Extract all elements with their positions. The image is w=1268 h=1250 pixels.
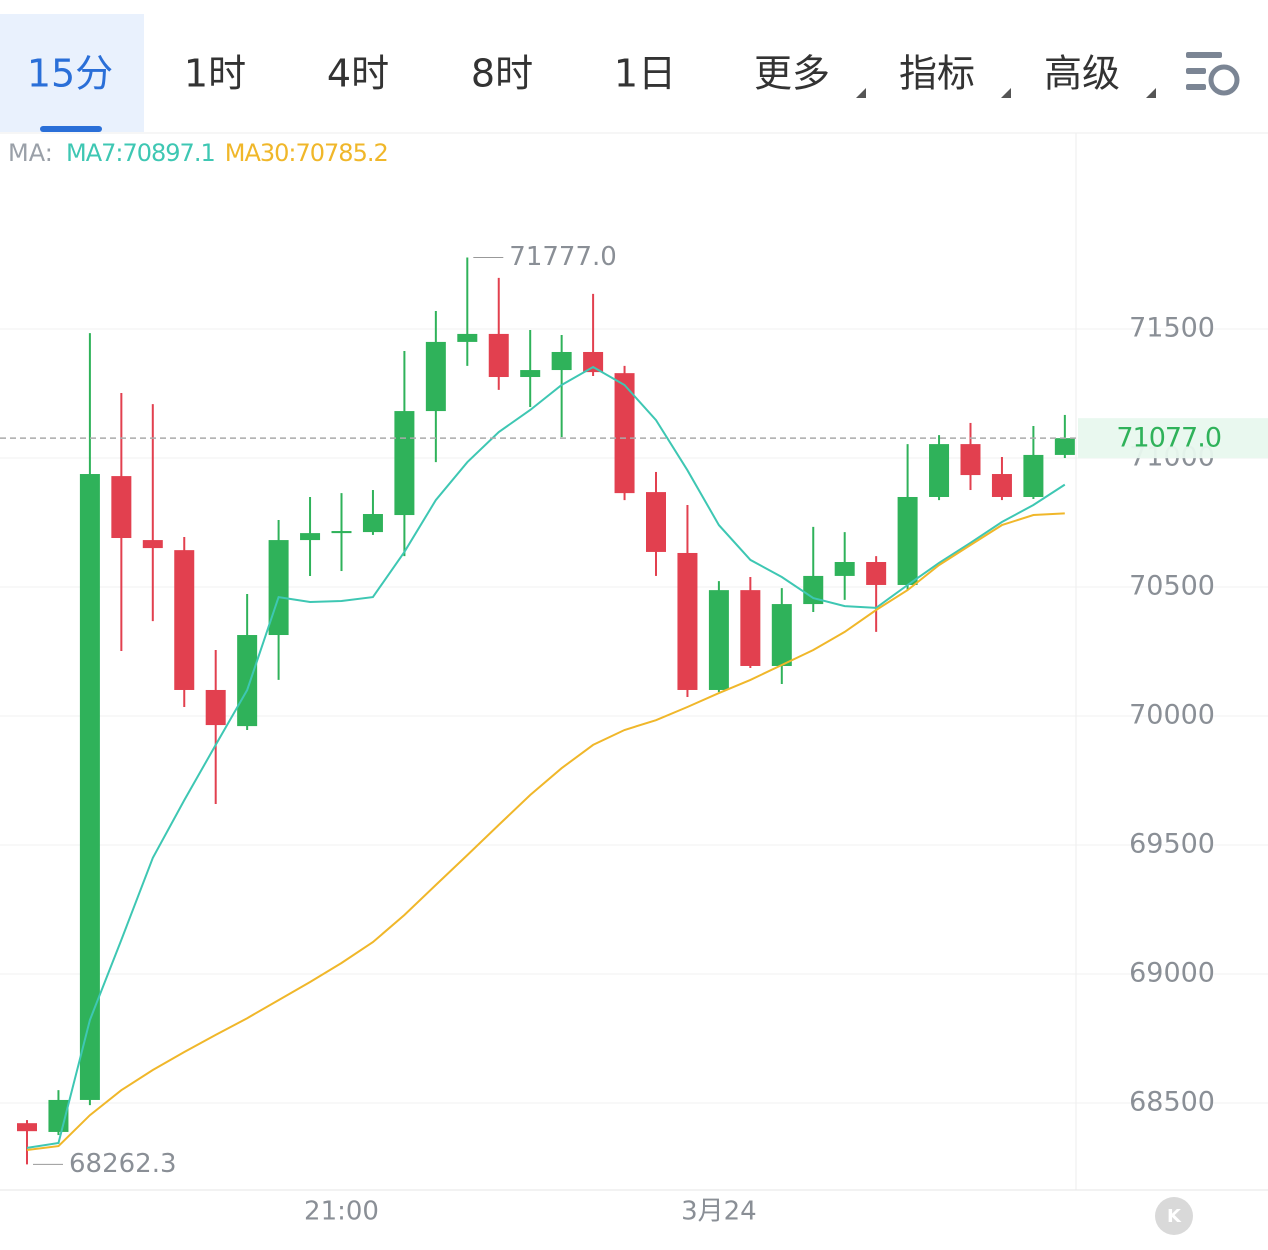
y-tick-label: 68500 — [1129, 1087, 1215, 1118]
ma-line — [26, 512, 1065, 1151]
tab[interactable]: 1日 — [614, 52, 676, 96]
active-tab-indicator — [40, 126, 102, 132]
candle-body — [614, 373, 635, 494]
candle-body — [866, 562, 887, 585]
last-price-bg — [1078, 418, 1268, 459]
y-tick-label: 69500 — [1129, 829, 1215, 860]
candle-body — [394, 411, 415, 516]
tab[interactable]: 4时 — [327, 52, 389, 96]
icon-bar — [1186, 84, 1206, 90]
candle-body — [646, 492, 666, 552]
candle-body — [520, 370, 541, 378]
y-tick-label: 71500 — [1129, 313, 1215, 344]
candle-body — [960, 444, 981, 476]
tab[interactable]: 高级 — [1044, 52, 1120, 96]
candle-body — [834, 562, 855, 576]
candle-body — [300, 533, 321, 541]
candle-body — [362, 514, 383, 533]
candle-body — [740, 590, 761, 666]
candle-body — [583, 351, 604, 373]
candle-body — [929, 444, 950, 497]
candle-body — [897, 496, 918, 585]
tab[interactable]: 15分 — [27, 52, 113, 96]
x-tick-label: 3月24 — [681, 1197, 757, 1227]
dropdown-arrow — [1001, 88, 1011, 98]
candle-body — [205, 689, 226, 726]
candle-body — [174, 550, 195, 690]
candle-body — [551, 351, 572, 371]
candle-body — [425, 341, 446, 412]
candle-body — [17, 1123, 37, 1132]
candle-body — [1023, 454, 1044, 497]
candle-body — [708, 590, 729, 690]
tab[interactable]: 1时 — [184, 52, 246, 96]
tab[interactable]: 指标 — [899, 52, 975, 96]
dropdown-arrow — [1146, 88, 1156, 98]
ma-line — [26, 365, 1066, 1149]
k-button-icon: K — [1167, 1206, 1182, 1227]
legend-prefix: MA: — [8, 139, 53, 167]
legend-entry: MA30:70785.2 — [225, 139, 388, 167]
y-tick-label: 70500 — [1129, 571, 1215, 602]
k-button[interactable] — [1155, 1197, 1193, 1235]
candle-body — [1054, 438, 1075, 455]
icon-gear — [1208, 64, 1240, 96]
icon-bar — [1186, 68, 1206, 74]
candle-body — [237, 635, 258, 727]
icon-bar — [1186, 52, 1222, 58]
candle-body — [488, 333, 509, 378]
candle-body — [457, 333, 478, 342]
max-marker-label: 71777.0 — [509, 242, 617, 272]
candle-body — [771, 604, 792, 666]
settings-icon[interactable] — [1186, 52, 1240, 96]
candle-body — [79, 474, 100, 1100]
candle-body — [331, 531, 352, 534]
y-tick-label: 70000 — [1129, 700, 1215, 731]
last-price-label: 71077.0 — [1116, 423, 1221, 454]
candle-body — [991, 474, 1012, 497]
legend-entry: MA7:70897.1 — [66, 139, 215, 167]
candle-body — [142, 540, 163, 549]
x-tick-label: 21:00 — [304, 1197, 379, 1227]
y-tick-label: 69000 — [1129, 958, 1215, 989]
candle-body — [111, 476, 132, 539]
active-tab-bg — [0, 14, 144, 132]
candle-body — [677, 552, 698, 690]
tab[interactable]: 8时 — [471, 52, 533, 96]
dropdown-arrow — [856, 88, 866, 98]
candle-body — [803, 575, 824, 605]
min-marker-label: 68262.3 — [69, 1149, 177, 1179]
tab[interactable]: 更多 — [754, 52, 830, 96]
